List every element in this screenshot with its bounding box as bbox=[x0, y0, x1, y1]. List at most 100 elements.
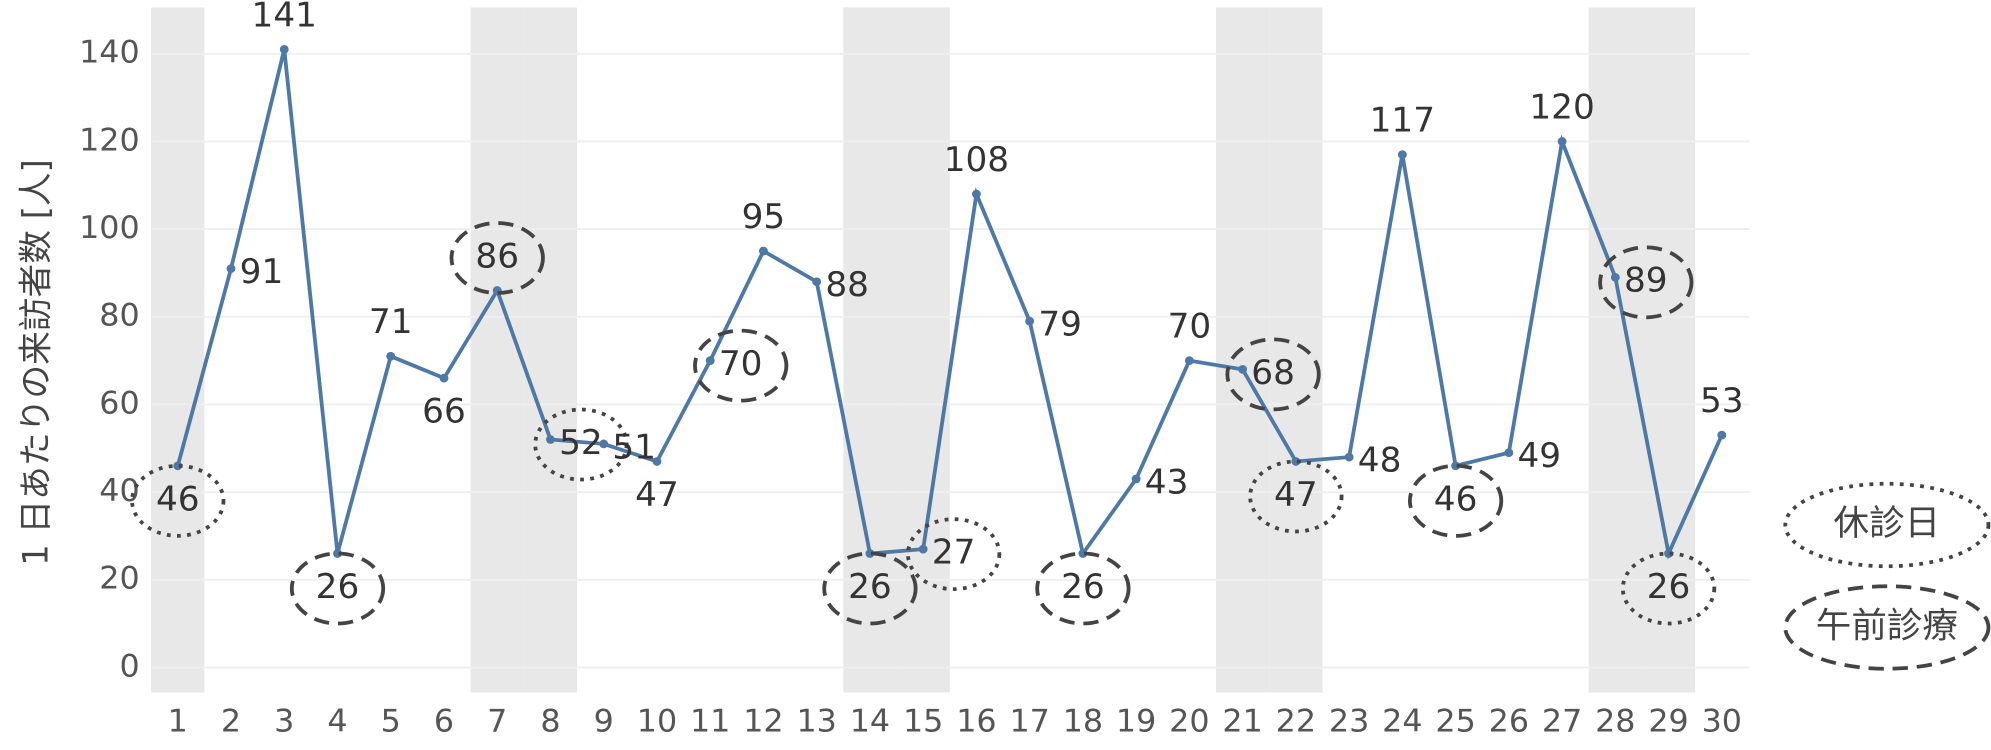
y-tick-label: 120 bbox=[79, 123, 140, 159]
value-label: 52 bbox=[559, 423, 603, 463]
legend-circle bbox=[1783, 584, 1991, 671]
point bbox=[1291, 457, 1301, 466]
point bbox=[333, 549, 342, 558]
x-tick-label: 12 bbox=[743, 704, 783, 740]
legend-label: 休診日 bbox=[1834, 503, 1941, 544]
point bbox=[439, 373, 449, 383]
value-label: 86 bbox=[475, 237, 519, 277]
value-label: 27 bbox=[932, 533, 976, 573]
point bbox=[1504, 448, 1514, 458]
point bbox=[1238, 365, 1248, 374]
shaded-band bbox=[470, 7, 524, 693]
x-tick-label: 15 bbox=[903, 704, 943, 740]
point bbox=[1184, 356, 1194, 365]
marker-circle bbox=[130, 463, 226, 538]
x-tick-label: 7 bbox=[487, 704, 507, 740]
point bbox=[758, 246, 768, 256]
value-label: 91 bbox=[240, 252, 284, 292]
value-label: 70 bbox=[719, 344, 763, 384]
point bbox=[1557, 137, 1567, 146]
value-label: 26 bbox=[316, 567, 360, 607]
point bbox=[1664, 549, 1674, 558]
value-label: 49 bbox=[1518, 436, 1562, 476]
value-label: 26 bbox=[1647, 567, 1691, 607]
x-tick-label: 14 bbox=[850, 704, 890, 740]
point bbox=[546, 435, 555, 444]
shaded-band bbox=[1588, 7, 1642, 693]
point bbox=[865, 549, 875, 558]
x-tick-label: 25 bbox=[1435, 704, 1475, 740]
x-tick-label: 26 bbox=[1489, 704, 1529, 740]
marker-circle bbox=[1407, 463, 1504, 538]
marker-circle bbox=[1225, 337, 1321, 412]
value-label: 51 bbox=[612, 428, 656, 468]
point bbox=[812, 277, 822, 287]
shaded-band bbox=[1269, 7, 1323, 693]
value-label: 117 bbox=[1370, 101, 1435, 141]
point bbox=[599, 439, 609, 449]
x-tick-label: 5 bbox=[381, 704, 401, 740]
value-label: 89 bbox=[1624, 261, 1668, 301]
y-tick-label: 20 bbox=[99, 561, 139, 597]
value-label: 47 bbox=[635, 475, 679, 515]
marker-circle bbox=[1035, 551, 1131, 626]
y-tick-label: 60 bbox=[99, 386, 139, 422]
value-label: 95 bbox=[742, 197, 786, 237]
point bbox=[173, 461, 183, 471]
marker-circle bbox=[533, 407, 629, 482]
point bbox=[1344, 452, 1354, 462]
x-tick-label: 29 bbox=[1648, 704, 1688, 740]
point bbox=[1025, 316, 1035, 326]
series-line bbox=[175, 48, 1724, 560]
point bbox=[705, 356, 715, 365]
y-tick-label: 100 bbox=[79, 210, 140, 246]
x-tick-label: 9 bbox=[594, 704, 614, 740]
value-label: 68 bbox=[1251, 353, 1295, 393]
x-tick-label: 23 bbox=[1329, 704, 1369, 740]
value-label: 48 bbox=[1358, 441, 1402, 481]
shaded-band bbox=[1641, 7, 1696, 693]
x-tick-label: 24 bbox=[1382, 704, 1422, 740]
x-tick-label: 3 bbox=[274, 704, 294, 740]
x-tick-label: 19 bbox=[1116, 704, 1156, 740]
point bbox=[279, 44, 289, 54]
value-label: 71 bbox=[369, 302, 413, 342]
x-tick-label: 8 bbox=[540, 704, 560, 740]
marker-circle bbox=[1598, 245, 1694, 320]
value-label: 47 bbox=[1274, 475, 1318, 515]
marker-circle bbox=[1248, 459, 1344, 534]
point bbox=[1078, 549, 1088, 558]
value-label: 26 bbox=[848, 567, 892, 607]
value-label: 53 bbox=[1700, 381, 1744, 421]
x-tick-label: 30 bbox=[1702, 704, 1742, 740]
y-tick-label: 0 bbox=[119, 649, 139, 685]
x-tick-label: 6 bbox=[434, 704, 454, 740]
shaded-band bbox=[151, 7, 205, 693]
x-tick-label: 16 bbox=[956, 704, 996, 740]
marker-circle bbox=[449, 221, 545, 295]
point bbox=[1610, 272, 1620, 282]
shaded-band bbox=[523, 7, 578, 693]
x-tick-label: 13 bbox=[796, 704, 836, 740]
x-tick-label: 2 bbox=[221, 704, 241, 740]
x-tick-label: 27 bbox=[1542, 704, 1582, 740]
marker-circle bbox=[1620, 551, 1717, 626]
y-axis-label: 1 日あたりの来訪者数 [人] bbox=[16, 159, 56, 566]
value-label: 79 bbox=[1038, 305, 1082, 345]
x-tick-label: 10 bbox=[637, 704, 677, 740]
value-label: 46 bbox=[156, 480, 200, 520]
marker-circle bbox=[906, 517, 1002, 592]
x-tick-label: 11 bbox=[690, 704, 730, 740]
value-label: 141 bbox=[252, 0, 317, 35]
point bbox=[386, 351, 396, 361]
point bbox=[971, 189, 981, 199]
point bbox=[918, 544, 928, 554]
value-label: 120 bbox=[1529, 88, 1594, 128]
value-label: 66 bbox=[422, 392, 466, 432]
point bbox=[652, 457, 662, 466]
marker-circle bbox=[822, 551, 918, 626]
y-tick-label: 140 bbox=[79, 35, 140, 71]
legend-circle bbox=[1783, 481, 1991, 569]
shaded-band bbox=[843, 7, 897, 693]
